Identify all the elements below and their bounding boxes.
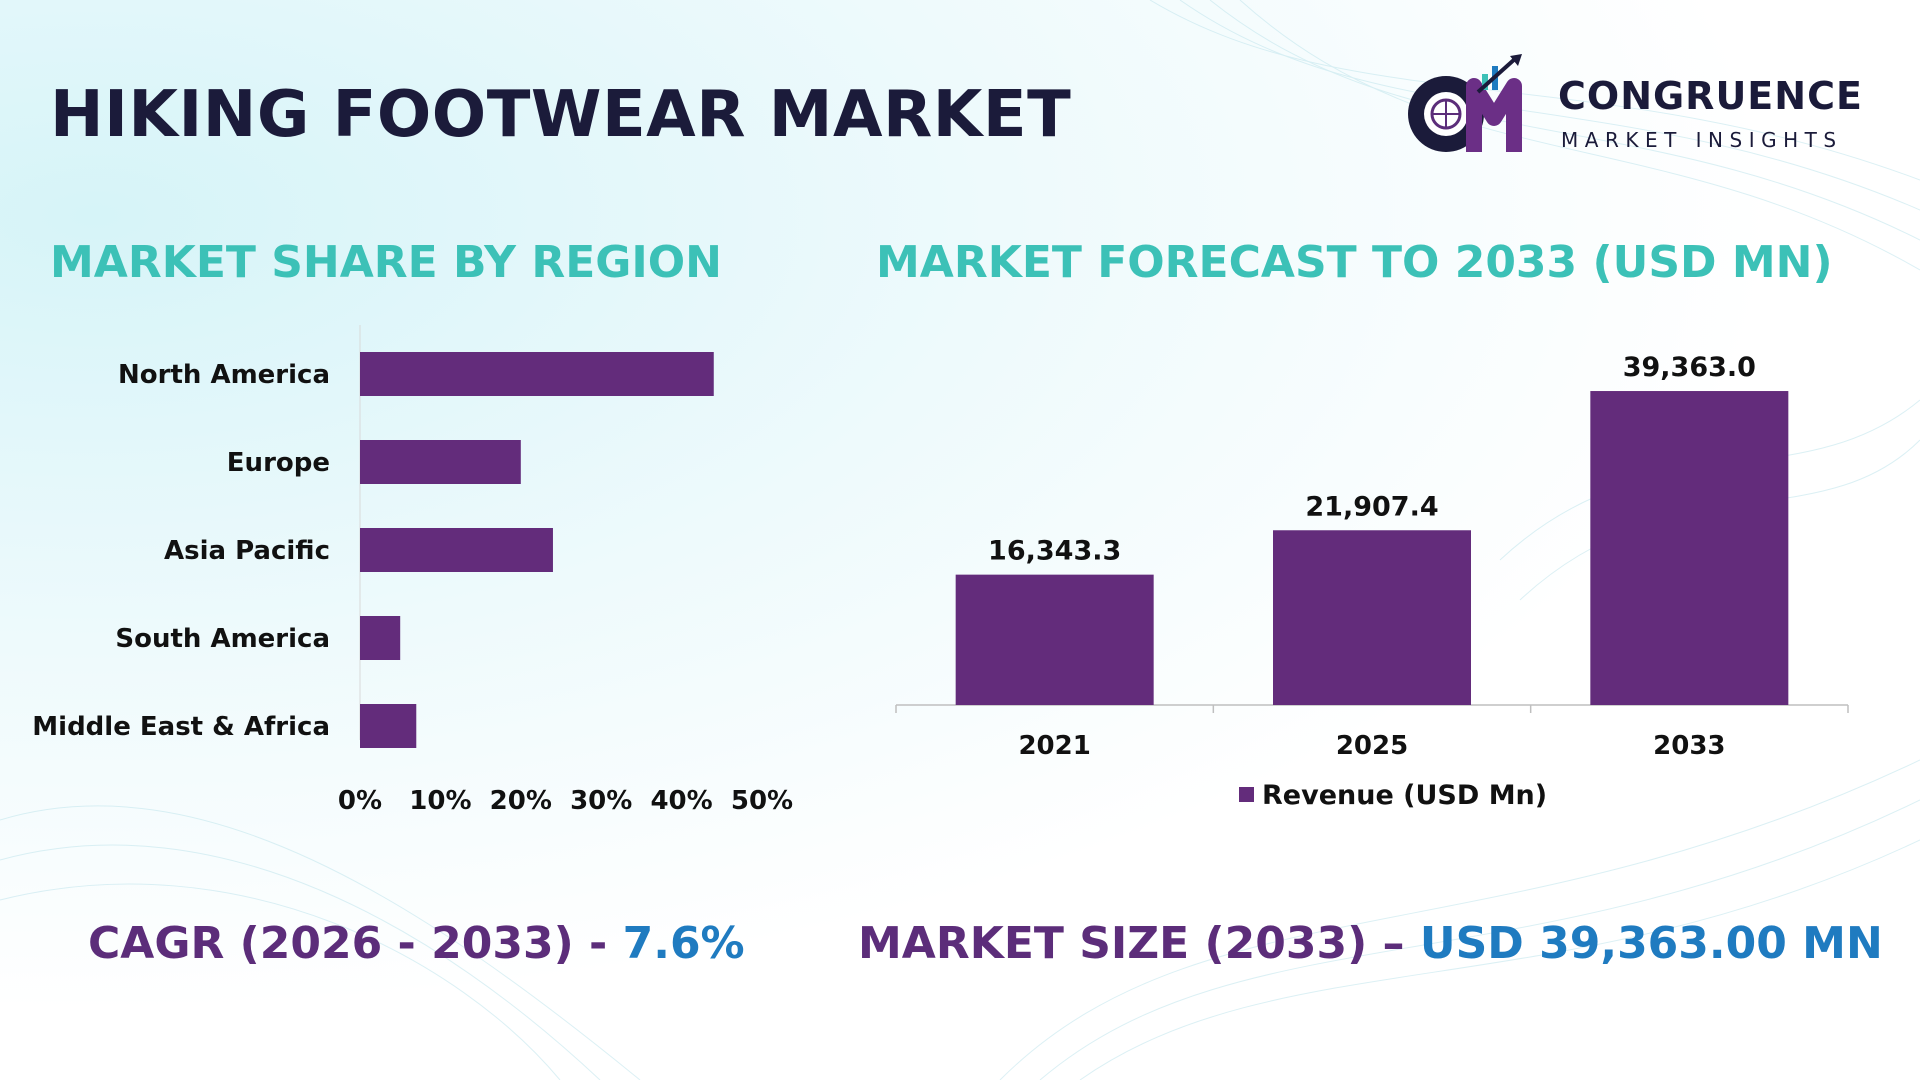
bar — [360, 440, 521, 484]
company-logo: CONGRUENCE MARKET INSIGHTS — [1398, 52, 1878, 162]
cagr-summary: CAGR (2026 - 2033) - 7.6% — [88, 918, 745, 969]
x-category-label: 2021 — [1018, 731, 1090, 761]
x-tick-label: 40% — [650, 786, 712, 816]
bar — [360, 704, 417, 748]
x-tick-label: 10% — [409, 786, 471, 816]
x-tick-label: 50% — [731, 786, 793, 816]
legend-swatch — [1239, 787, 1254, 802]
data-label: 21,907.4 — [1305, 491, 1438, 522]
x-category-label: 2033 — [1653, 731, 1725, 761]
bar — [360, 352, 714, 396]
cagr-label: CAGR (2026 - 2033) - — [88, 918, 623, 969]
market-size-label: MARKET SIZE (2033) – — [858, 918, 1420, 969]
cagr-value: 7.6% — [622, 918, 745, 969]
bar — [360, 616, 401, 660]
logo-mark-icon — [1408, 54, 1522, 152]
data-label: 39,363.0 — [1623, 352, 1756, 383]
forecast-chart: 16,343.3 2021 21,907.4 2025 39,363.0 2033 Reve… — [895, 352, 1849, 811]
category-label: Middle East & Africa — [32, 712, 330, 742]
region-share-title: MARKET SHARE BY REGION — [50, 237, 722, 288]
x-tick-label: 30% — [570, 786, 632, 816]
column-bar — [955, 574, 1154, 705]
x-tick-label: 0% — [338, 786, 382, 816]
x-tick-label: 20% — [490, 786, 552, 816]
logo-name: CONGRUENCE — [1558, 74, 1863, 118]
bar — [360, 528, 553, 572]
forecast-title: MARKET FORECAST TO 2033 (USD MN) — [876, 237, 1833, 288]
logo-tagline: MARKET INSIGHTS — [1561, 128, 1843, 152]
page-title: HIKING FOOTWEAR MARKET — [50, 78, 1072, 152]
category-label: Asia Pacific — [164, 536, 330, 566]
category-label: Europe — [227, 448, 330, 478]
x-category-label: 2025 — [1336, 731, 1408, 761]
market-size-value: USD 39,363.00 MN — [1419, 918, 1883, 969]
legend-label: Revenue (USD Mn) — [1262, 780, 1547, 811]
column-bar — [1273, 530, 1471, 705]
data-label: 16,343.3 — [988, 536, 1121, 567]
region-share-chart: North America Europe Asia Pacific South Ame… — [32, 325, 793, 816]
category-label: South America — [115, 624, 330, 654]
category-label: North America — [118, 360, 330, 390]
column-bar — [1590, 391, 1789, 705]
market-size-summary: MARKET SIZE (2033) – USD 39,363.00 MN — [858, 918, 1883, 969]
